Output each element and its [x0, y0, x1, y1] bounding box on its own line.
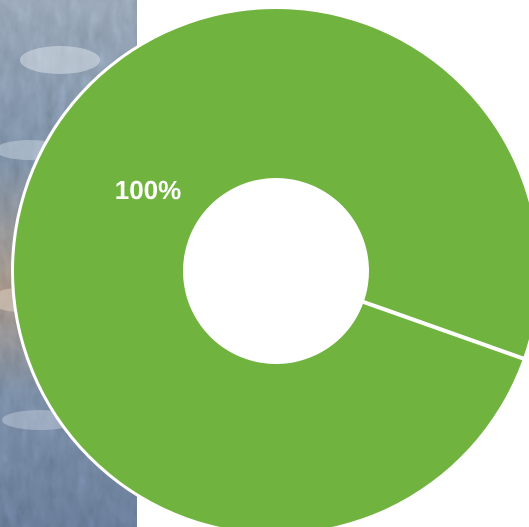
donut-slices [13, 8, 529, 527]
slice-separator [361, 299, 529, 363]
slice-data-label: 100% [115, 175, 182, 205]
donut-slice [13, 8, 529, 527]
donut-labels: 100% [115, 175, 182, 205]
